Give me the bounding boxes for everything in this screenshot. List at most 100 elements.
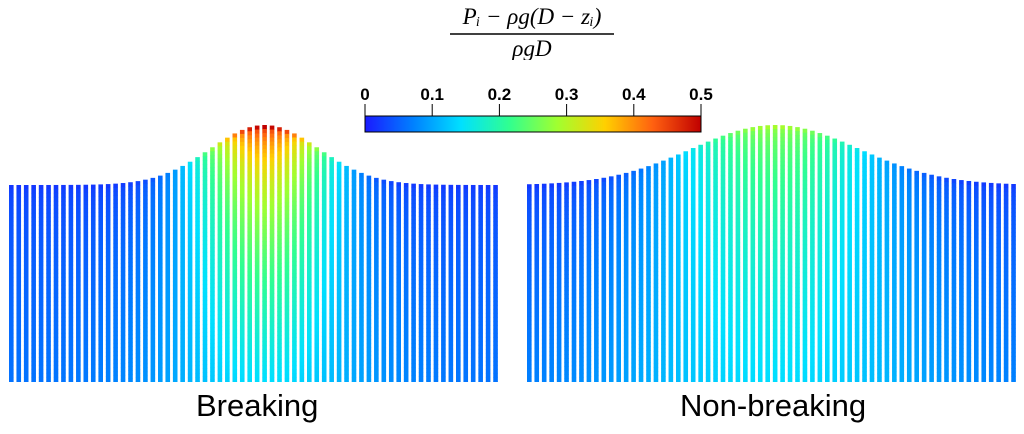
- pressure-column: [31, 184, 36, 382]
- pressure-column: [728, 133, 733, 382]
- pressure-column: [683, 151, 689, 382]
- pressure-column: [966, 180, 972, 382]
- pressure-column: [344, 165, 349, 382]
- pressure-column: [463, 184, 469, 382]
- pressure-column: [1011, 184, 1016, 382]
- colorbar-gradient: [364, 115, 702, 133]
- pressure-column: [735, 130, 741, 382]
- pressure-column: [541, 183, 547, 382]
- pressure-column: [493, 184, 498, 382]
- pressure-column: [556, 182, 562, 382]
- pressure-column: [485, 184, 491, 382]
- pressure-column: [470, 184, 476, 382]
- pressure-column: [929, 174, 934, 382]
- pressure-column: [661, 160, 666, 382]
- pressure-column: [83, 184, 89, 382]
- pressure-column: [217, 142, 223, 382]
- pressure-column: [433, 184, 439, 382]
- pressure-column: [195, 157, 200, 382]
- pressure-column: [616, 174, 621, 382]
- colorbar-tick-label: 0.4: [622, 85, 646, 104]
- pressure-column: [53, 184, 59, 382]
- pressure-column: [262, 125, 267, 382]
- colorbar-tick-label: 0.1: [420, 85, 444, 104]
- pressure-column: [892, 163, 897, 382]
- pressure-column: [527, 184, 532, 382]
- pressure-column: [329, 157, 334, 382]
- pressure-column: [988, 182, 994, 382]
- pressure-column: [743, 128, 748, 382]
- pressure-column: [90, 184, 96, 382]
- pressure-column: [239, 129, 245, 382]
- pressure-column: [478, 184, 483, 382]
- pressure-column: [1003, 183, 1009, 382]
- pressure-column: [307, 142, 312, 382]
- pressure-column: [381, 179, 387, 382]
- pressure-column: [165, 172, 171, 382]
- pressure-column: [150, 177, 156, 382]
- pressure-column: [232, 133, 238, 382]
- pressure-column: [996, 183, 1001, 382]
- pressure-column: [225, 137, 230, 382]
- pressure-column: [705, 141, 711, 382]
- pressure-column: [277, 127, 282, 382]
- colorbar-tick-label: 0.3: [555, 85, 579, 104]
- pressure-column: [374, 177, 379, 382]
- pressure-column: [713, 138, 718, 382]
- pressure-column: [772, 125, 778, 382]
- formula-label: Pᵢ − ρg(D − zᵢ) ρgD: [450, 4, 614, 60]
- pressure-column: [869, 154, 875, 382]
- pressure-column: [690, 148, 696, 382]
- pressure-column: [314, 147, 320, 382]
- pressure-column: [247, 127, 252, 382]
- pressure-column: [299, 137, 305, 382]
- pressure-column: [359, 172, 364, 382]
- pressure-column: [698, 144, 703, 382]
- pressure-column: [847, 144, 852, 382]
- pressure-column: [757, 125, 763, 382]
- colorbar-tick-label: 0: [360, 85, 369, 104]
- pressure-column: [594, 179, 599, 382]
- pressure-column: [210, 147, 215, 382]
- pressure-column: [586, 180, 592, 382]
- pressure-column: [765, 125, 770, 382]
- pressure-column: [981, 182, 987, 382]
- pressure-column: [750, 127, 756, 382]
- pressure-column: [974, 181, 979, 382]
- pressure-column: [899, 166, 905, 382]
- pressure-column: [780, 125, 785, 382]
- pressure-column: [46, 184, 51, 382]
- pressure-column: [802, 128, 808, 382]
- pressure-column: [16, 185, 22, 382]
- formula-numerator: Pᵢ − ρg(D − zᵢ): [462, 4, 602, 29]
- colorbar: 0 0.1 0.2 0.3 0.4 0.5: [360, 85, 713, 133]
- pressure-column: [549, 183, 554, 382]
- pressure-column: [571, 181, 577, 382]
- pressure-column: [292, 133, 297, 382]
- pressure-column: [426, 184, 431, 382]
- pressure-column: [284, 129, 290, 382]
- pressure-column: [456, 184, 461, 382]
- pressure-column: [135, 181, 141, 382]
- pressure-column: [38, 184, 44, 382]
- pressure-column: [638, 168, 644, 382]
- pressure-column: [23, 185, 29, 382]
- pressure-column: [418, 184, 424, 382]
- pressure-column: [411, 183, 416, 382]
- pressure-column: [534, 184, 540, 382]
- pressure-column: [914, 170, 919, 382]
- pressure-column: [921, 172, 927, 382]
- pressure-column: [601, 177, 607, 382]
- pressure-column: [944, 177, 949, 382]
- pressure-column: [653, 163, 659, 382]
- pressure-column: [158, 175, 163, 382]
- pressure-column: [810, 130, 815, 382]
- pressure-column: [832, 138, 838, 382]
- colorbar-tick-label: 0.5: [689, 85, 713, 104]
- pressure-column: [269, 125, 275, 382]
- pressure-column: [631, 170, 636, 382]
- pressure-column: [113, 183, 118, 382]
- pressure-column: [817, 133, 823, 382]
- pressure-column: [128, 182, 133, 382]
- non-breaking-pressure-columns: [527, 125, 1016, 382]
